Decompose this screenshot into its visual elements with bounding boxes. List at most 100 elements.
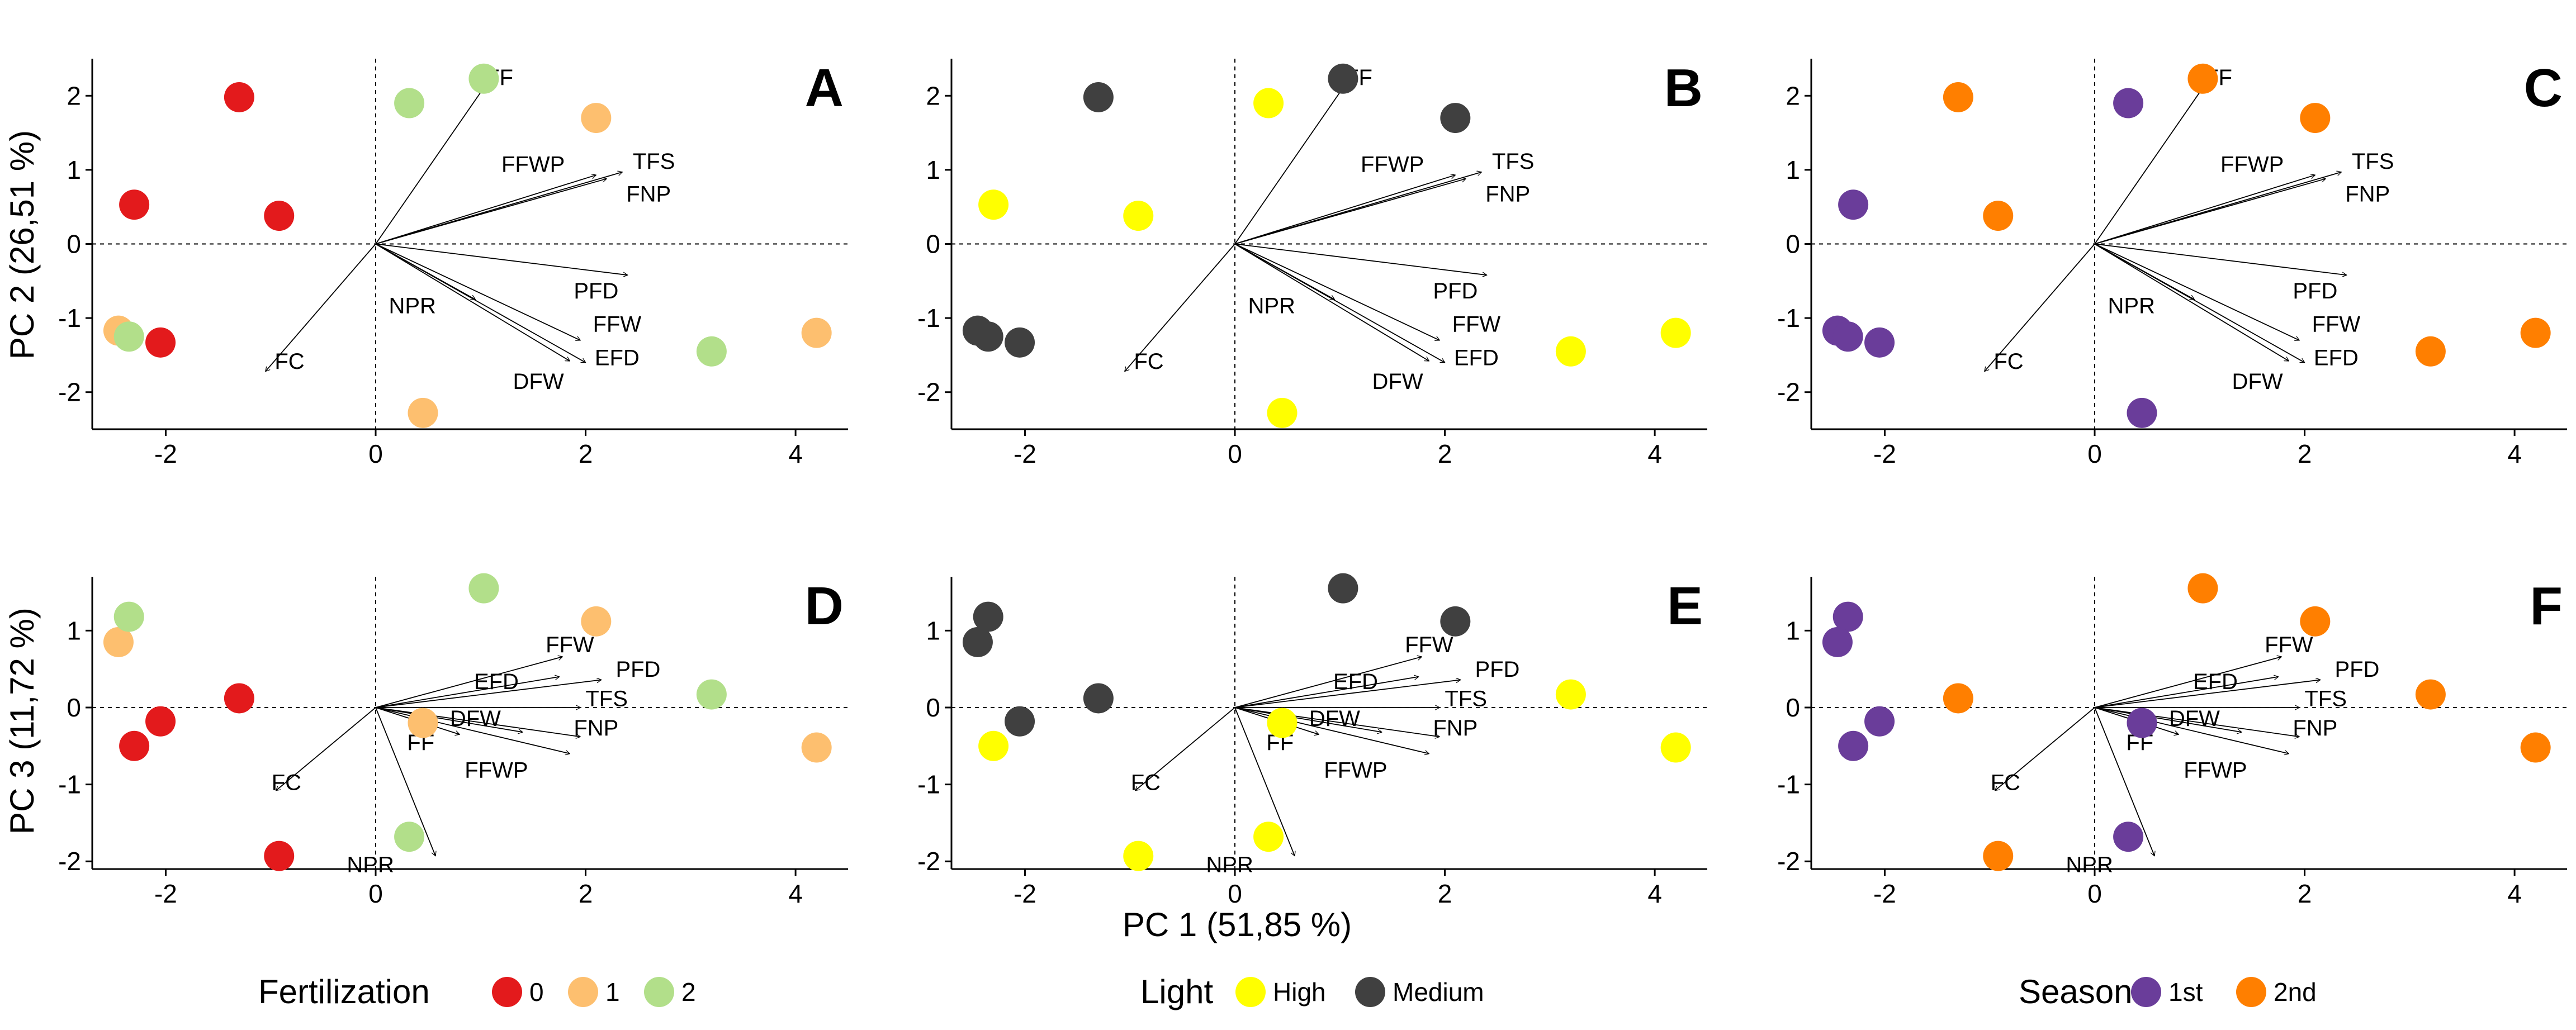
vector-efd	[2094, 677, 2279, 708]
vector-pfd	[2094, 680, 2321, 708]
vector-pfd	[375, 680, 602, 708]
vector-fnp	[2094, 707, 2299, 737]
x-tick-label: 2	[579, 439, 593, 468]
data-point	[696, 679, 727, 710]
vector-label-tfs: TFS	[585, 686, 628, 711]
y-tick-label: -2	[1777, 847, 1800, 876]
vector-label-fnp: FNP	[626, 182, 671, 206]
vector-label-fnp: FNP	[574, 716, 618, 741]
data-point	[408, 397, 438, 428]
x-tick-label: 4	[788, 439, 803, 468]
panel-f: -2 0 2 4-2-101 FFWEFDPFDTFSFNPDFWFFWPFFNPRFC…	[1777, 573, 2567, 908]
vector-label-dfw: DFW	[513, 369, 564, 394]
legend-swatch	[2131, 977, 2161, 1007]
vector-label-tfs: TFS	[1492, 149, 1535, 174]
data-point	[1983, 201, 2014, 231]
vector-fc	[1985, 243, 2095, 372]
vector-label-fc: FC	[1993, 349, 2023, 374]
data-points	[103, 573, 832, 871]
vector-ff	[375, 77, 492, 245]
vector-ffwp	[375, 707, 570, 754]
vector-label-efd: EFD	[2193, 670, 2238, 694]
vector-pfd	[1234, 243, 1487, 276]
vector-fnp	[375, 179, 607, 245]
data-point	[1083, 683, 1114, 714]
x-tick-label: 4	[1647, 439, 1662, 468]
data-point	[468, 63, 499, 94]
vector-label-pfd: PFD	[1433, 279, 1478, 303]
legend-title: Season	[2019, 973, 2133, 1010]
vector-ffw	[375, 657, 562, 708]
x-tick-label: -2	[1873, 879, 1896, 908]
legend-swatch	[644, 977, 674, 1007]
vector-label-ffw: FFW	[2265, 633, 2313, 657]
data-point	[1083, 82, 1114, 112]
vector-fnp	[375, 707, 580, 737]
vector-fnp	[1234, 707, 1439, 737]
legend-label: 1st	[2168, 977, 2203, 1007]
vector-label-npr: NPR	[1206, 853, 1253, 877]
vector-pfd	[2094, 243, 2347, 276]
y-tick-label: 1	[67, 155, 81, 184]
x-tick-label: 2	[2298, 439, 2312, 468]
y-tick-label: 1	[1786, 616, 1800, 645]
data-point	[1983, 841, 2014, 871]
vector-fc	[276, 707, 376, 791]
vector-label-ffwp: FFWP	[501, 152, 565, 177]
x-tick-label: -2	[154, 879, 177, 908]
vector-label-ffwp: FFWP	[1361, 152, 1424, 177]
vector-label-npr: NPR	[389, 294, 435, 319]
vector-label-dfw: DFW	[2232, 369, 2283, 394]
data-point	[1267, 708, 1298, 738]
data-point	[1864, 327, 1895, 358]
legend-label: 2nd	[2274, 977, 2317, 1007]
y-tick-label: -2	[917, 378, 940, 407]
legend-swatch	[2236, 977, 2266, 1007]
y-tick-label: 1	[926, 616, 940, 645]
data-point	[1123, 841, 1154, 871]
vector-label-efd: EFD	[1333, 670, 1378, 694]
panel-letter: B	[1664, 58, 1703, 118]
vector-label-fc: FC	[1991, 770, 2020, 795]
data-point	[973, 321, 1003, 352]
data-point	[1123, 201, 1154, 231]
vector-ffwp	[375, 175, 596, 245]
data-point	[468, 573, 499, 604]
y-tick-label: 1	[1786, 155, 1800, 184]
vector-fnp	[1234, 179, 1466, 245]
vector-label-fc: FC	[274, 349, 304, 374]
vector-pfd	[375, 243, 628, 276]
x-tick-label: -2	[1014, 439, 1036, 468]
data-points	[962, 573, 1691, 871]
vector-ffw	[1234, 657, 1422, 708]
vector-label-ffwp: FFWP	[2184, 758, 2247, 782]
x-tick-label: -2	[1873, 439, 1896, 468]
vector-label-tfs: TFS	[633, 149, 675, 174]
y-tick-label: 2	[1786, 81, 1800, 110]
y-tick-label: 0	[1786, 230, 1800, 259]
vector-label-efd: EFD	[595, 345, 640, 370]
data-point	[224, 82, 254, 112]
legend-label: 1	[605, 977, 620, 1007]
y-tick-label: 0	[926, 693, 940, 722]
x-tick-label: -2	[1014, 879, 1036, 908]
y-tick-label: -1	[1777, 770, 1800, 799]
vector-ff	[2094, 77, 2211, 245]
panel-letter: F	[2530, 576, 2563, 636]
y-axis-title-pc2: PC 2 (26,51 %)	[3, 130, 41, 359]
data-point	[2113, 822, 2144, 852]
y-tick-label: 1	[67, 616, 81, 645]
data-point	[801, 317, 832, 348]
data-point	[1943, 82, 1973, 112]
data-point	[1838, 189, 1869, 220]
vector-label-pfd: PFD	[1475, 657, 1519, 682]
vector-npr	[2094, 243, 2194, 300]
x-tick-label: 2	[1438, 439, 1452, 468]
y-tick-label: -2	[917, 847, 940, 876]
data-point	[103, 626, 134, 657]
vector-label-ffwp: FFWP	[465, 758, 528, 782]
data-point	[1832, 321, 1863, 352]
